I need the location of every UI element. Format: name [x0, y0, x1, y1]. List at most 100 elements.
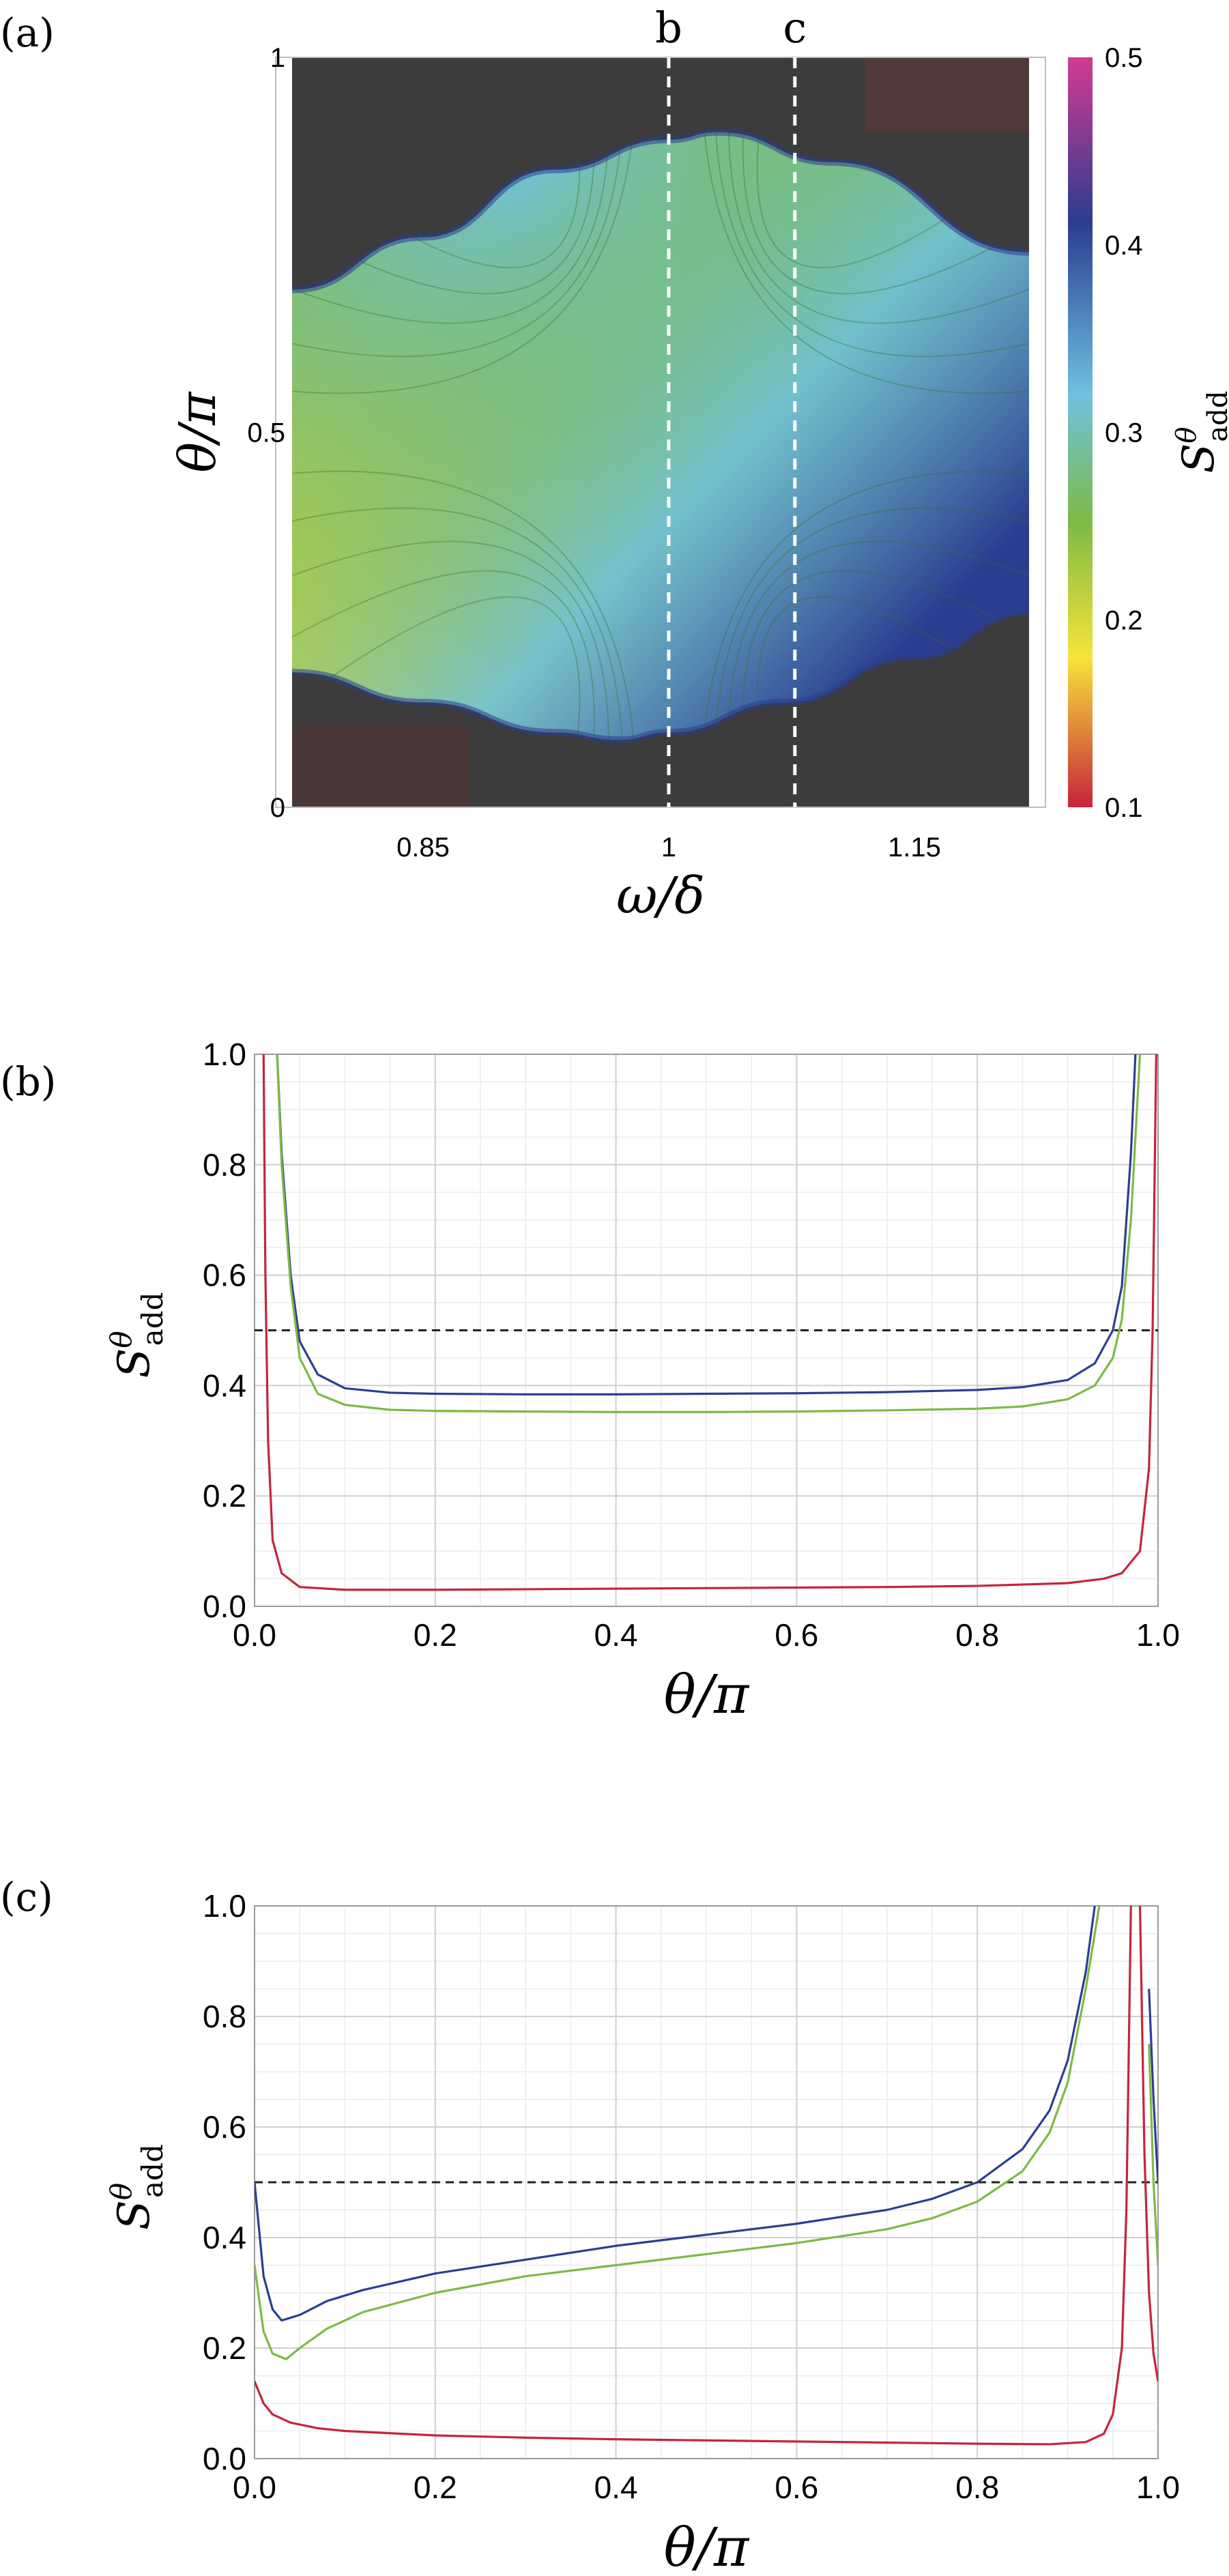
colorbar-label-sup: θ [1171, 427, 1202, 444]
plot-b-y-label-main: S [109, 1348, 160, 1378]
x-tick-label: 0.2 [414, 2470, 457, 2505]
heatmap-y-ticks: 00.51 [247, 43, 285, 823]
series-line-1 [255, 1906, 1101, 2360]
plot-c-y-label-sub: add [136, 2144, 169, 2198]
colorbar [1068, 57, 1093, 807]
x-tick-label: 0.2 [414, 1617, 457, 1653]
series-line-5 [1148, 1988, 1158, 2183]
heatmap-y-tick-label: 0.5 [247, 418, 285, 448]
x-tick-label: 0.8 [955, 1617, 999, 1653]
y-tick-label: 0.0 [203, 2441, 246, 2476]
cut-line-label-b: b [655, 3, 682, 53]
colorbar-tick-label: 0.4 [1105, 231, 1143, 261]
y-tick-label: 0.4 [203, 2220, 246, 2255]
plot-b-y-label-sup: θ [104, 1331, 138, 1348]
colorbar-tick-label: 0.2 [1105, 605, 1143, 635]
colorbar-tick-label: 0.5 [1105, 43, 1143, 73]
y-tick-label: 0.6 [203, 1258, 246, 1293]
contour-line [727, 132, 1029, 324]
heatmap-y-axis-label: θ/π [169, 391, 227, 472]
x-tick-label: 0.6 [775, 2470, 818, 2505]
heatmap-contours [292, 132, 1029, 740]
contour-line [742, 132, 1029, 295]
series-line-3 [1138, 1906, 1158, 2382]
panel-c-label: (c) [0, 1874, 53, 1920]
contour-line [700, 470, 1029, 740]
heatmap-corner-shade-bottom-left [292, 725, 469, 807]
y-tick-label: 0.6 [203, 2109, 246, 2145]
series-line-4 [1148, 2044, 1158, 2266]
heatmap-y-tick-label: 1 [270, 43, 285, 73]
x-tick-label: 1.0 [1136, 1617, 1180, 1653]
colorbar-ticks: 0.1 0.2 0.3 0.4 0.5 [1105, 43, 1143, 823]
plot-b-y-axis-label: Sθadd [104, 1292, 169, 1378]
contour-line [292, 570, 595, 740]
series-line-0 [255, 1906, 1096, 2322]
series-line-1 [276, 1054, 1142, 1413]
plot-b-y-label-sub: add [136, 1292, 169, 1346]
heatmap-y-tick-label: 0 [270, 793, 285, 823]
y-tick-label: 1.0 [203, 1888, 246, 1924]
heatmap-x-tick-label: 1 [661, 833, 676, 863]
contour-line [292, 507, 624, 740]
x-tick-label: 0.4 [594, 1617, 638, 1653]
heatmap-valid-region [292, 132, 1029, 740]
panel-c: (c) 0.0 0.2 0.4 0.6 0.8 1.0 0.0 0.2 0.4 0.6 0.8 1.0… [0, 1874, 1180, 2576]
y-tick-label: 0.8 [203, 1999, 246, 2034]
line-plot-c: 0.0 0.2 0.4 0.6 0.8 1.0 0.0 0.2 0.4 0.6 0.8 1.0 [203, 1888, 1180, 2505]
series-line-2 [262, 1054, 1157, 1591]
series-group [262, 1054, 1157, 1591]
heatmap-x-axis-label: ω/δ [616, 867, 705, 925]
contour-line [700, 132, 1029, 394]
y-tick-label: 0.4 [203, 1367, 246, 1403]
plot-c-x-axis-label: θ/π [664, 2517, 750, 2576]
plot-c-y-label-main: S [109, 2200, 160, 2230]
contour-line [292, 132, 637, 394]
heatmap-x-ticks: 0.85 1 1.15 [396, 833, 941, 863]
heatmap-plot [292, 57, 1029, 807]
contour-line [292, 596, 581, 740]
y-tick-label: 0.8 [203, 1147, 246, 1183]
contour-line [756, 132, 1029, 269]
heatmap-lower-boundary [292, 609, 1029, 744]
colorbar-label-sub: add [1202, 391, 1229, 442]
y-tick-label: 1.0 [203, 1037, 246, 1072]
contour-line [714, 132, 1029, 358]
series-line-0 [276, 1054, 1137, 1395]
plot-b-x-axis-label: θ/π [664, 1664, 750, 1726]
heatmap-corner-shade-top-right [865, 57, 1029, 132]
contour-line [292, 470, 637, 740]
panel-b-label: (b) [0, 1058, 56, 1105]
x-tick-label: 0.0 [233, 1617, 276, 1653]
colorbar-tick-label: 0.1 [1105, 793, 1143, 823]
colorbar-label-main: S [1174, 444, 1224, 474]
y-tick-label: 0.2 [203, 1478, 246, 1514]
colorbar-tick-label: 0.3 [1105, 418, 1143, 448]
series-group [255, 1906, 1158, 2446]
colorbar-label-text: Sθadd [1171, 391, 1229, 474]
line-plot-b: 0.0 0.2 0.4 0.6 0.8 1.0 0.0 0.2 0.4 0.6 0.8 1.0 [203, 1037, 1180, 1653]
heatmap-upper-boundary [292, 128, 1029, 293]
colorbar-label: Sθadd [1171, 391, 1229, 474]
heatmap-x-tick-label: 0.85 [396, 833, 450, 863]
heatmap-x-tick-label: 1.15 [888, 833, 941, 863]
plot-c-y-label-sup: θ [104, 2183, 138, 2200]
x-tick-label: 0.4 [594, 2470, 638, 2505]
x-tick-label: 0.6 [775, 1617, 818, 1653]
series-line-2 [255, 1906, 1132, 2446]
x-tick-label: 0.0 [233, 2470, 276, 2505]
cut-line-label-c: c [783, 3, 807, 53]
heatmap-frame [275, 57, 1046, 808]
y-tick-label: 0.2 [203, 2330, 246, 2366]
plot-c-y-axis-label: Sθadd [104, 2144, 169, 2230]
panel-b: (b) 0.0 0.2 0.4 0.6 0.8 1.0 0.0 0.2 0.4 0.6 0.8 1.0… [0, 1037, 1180, 1726]
x-tick-label: 1.0 [1136, 2470, 1180, 2505]
y-tick-label: 0.0 [203, 1589, 246, 1624]
panel-a-label: (a) [0, 10, 55, 56]
contour-line [292, 540, 609, 740]
x-tick-label: 0.8 [955, 2470, 999, 2505]
contour-line [714, 507, 1029, 740]
